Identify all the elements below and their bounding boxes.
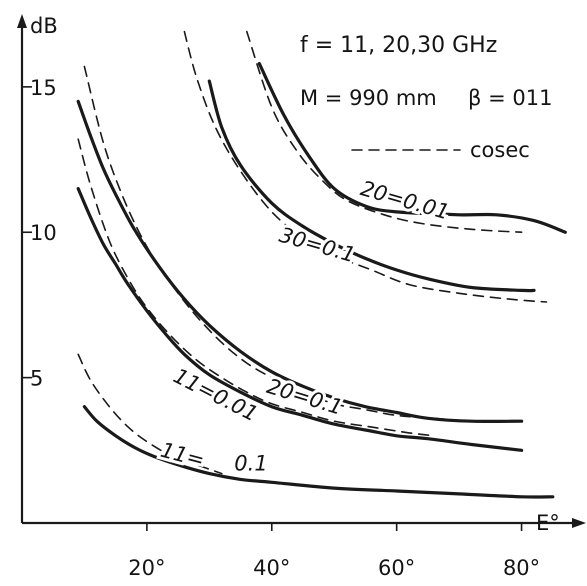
curve-label: 11= <box>158 438 207 473</box>
y-tick-label: 10 <box>30 221 57 245</box>
x-tick-label: 80° <box>503 556 540 580</box>
curve-label: 20=0.01 <box>358 176 452 224</box>
series-11-0-01 <box>76 187 524 452</box>
x-tick-label: 60° <box>378 556 415 580</box>
series-cosec-30-0-1 <box>183 30 548 303</box>
axes: dB E° <box>17 14 586 535</box>
x-axis-label: E° <box>536 511 560 535</box>
frequency-annotation: f = 11, 20,30 GHz <box>300 33 497 58</box>
curve-label-group: 30=0.130=0.1 <box>274 220 361 270</box>
y-axis-label: dB <box>30 14 58 38</box>
series-30-0-1 <box>207 79 536 293</box>
series-cosec-20-0-01 <box>246 30 523 233</box>
series-11-0-1 <box>82 405 555 499</box>
y-tick-label: 5 <box>30 367 43 391</box>
series-cosec-20-0-1 <box>83 65 473 422</box>
x-axis-arrow <box>572 518 586 528</box>
series-cosec-11-0-01 <box>77 138 435 437</box>
x-tick-label: 40° <box>253 556 290 580</box>
curve-label: 0.1 <box>234 452 267 476</box>
curve-label-halo: 0.1 <box>234 452 267 476</box>
axis-ticks: 20° 40° 60° 80° 5 10 15 <box>22 76 540 580</box>
y-tick-label: 15 <box>30 76 57 100</box>
beta-annotation: β = 011 <box>468 86 552 110</box>
x-tick-label: 20° <box>128 556 165 580</box>
y-axis-arrow <box>17 14 27 28</box>
curve-label: 30=0.1 <box>277 223 358 267</box>
annotations: f = 11, 20,30 GHz M = 990 mm β = 011 cos… <box>300 33 552 162</box>
series-20-0-1 <box>76 99 524 424</box>
curves <box>76 30 567 499</box>
curve-label-group: 11=11= <box>155 435 210 476</box>
series-20-0-01 <box>257 62 567 234</box>
legend-label: cosec <box>470 138 530 162</box>
size-annotation: M = 990 mm <box>300 86 437 110</box>
curve-label-group: 0.10.1 <box>231 449 270 479</box>
